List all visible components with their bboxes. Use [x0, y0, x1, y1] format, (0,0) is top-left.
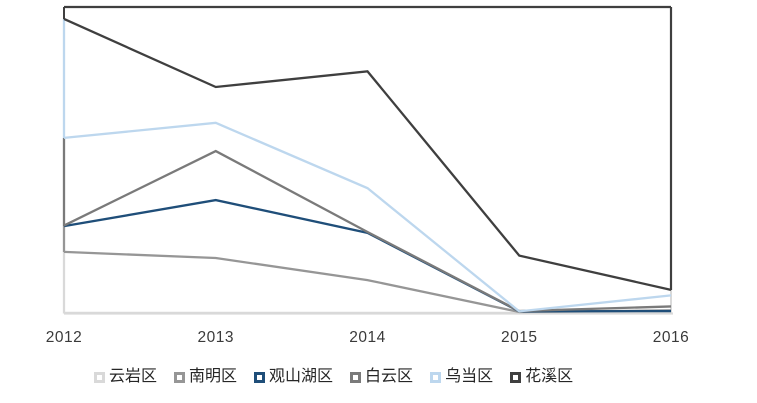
- legend-label-guanshanhu: 观山湖区: [269, 368, 334, 385]
- series-line-wudang: [63, 121, 672, 313]
- x-axis-label-2013: 2013: [197, 329, 234, 346]
- legend: 云岩区 南明区 观山湖区 白云区 乌当区 花溪区: [94, 364, 573, 390]
- legend-item-huaxi: 花溪区: [510, 369, 573, 385]
- x-axis-label-2012: 2012: [45, 329, 83, 346]
- x-axis-label-2014: 2014: [349, 329, 386, 346]
- legend-label-wudang: 乌当区: [445, 368, 494, 385]
- legend-key-square-baiyun: [350, 371, 362, 383]
- legend-item-baiyun: 白云区: [350, 369, 413, 385]
- series-line-baiyun: [63, 149, 672, 313]
- legend-label-yunyan: 云岩区: [109, 368, 158, 385]
- legend-label-huaxi: 花溪区: [525, 368, 574, 385]
- x-axis-label-2015: 2015: [501, 329, 538, 346]
- legend-item-nanming: 南明区: [174, 369, 237, 385]
- x-axis-label-2016: 2016: [652, 329, 690, 346]
- legend-key-square-huaxi: [510, 371, 522, 383]
- series-line-nanming: [63, 250, 672, 314]
- legend-key-square-guanshanhu: [254, 371, 266, 383]
- legend-key-square-wudang: [430, 371, 442, 383]
- legend-item-yunyan: 云岩区: [94, 369, 157, 385]
- legend-item-guanshanhu: 观山湖区: [254, 369, 333, 385]
- legend-item-wudang: 乌当区: [430, 369, 493, 385]
- series-line-huaxi: [63, 17, 672, 292]
- legend-key-square-yunyan: [94, 371, 105, 383]
- legend-label-nanming: 南明区: [189, 368, 238, 385]
- legend-key-square-nanming: [174, 371, 186, 383]
- legend-label-baiyun: 白云区: [365, 368, 414, 385]
